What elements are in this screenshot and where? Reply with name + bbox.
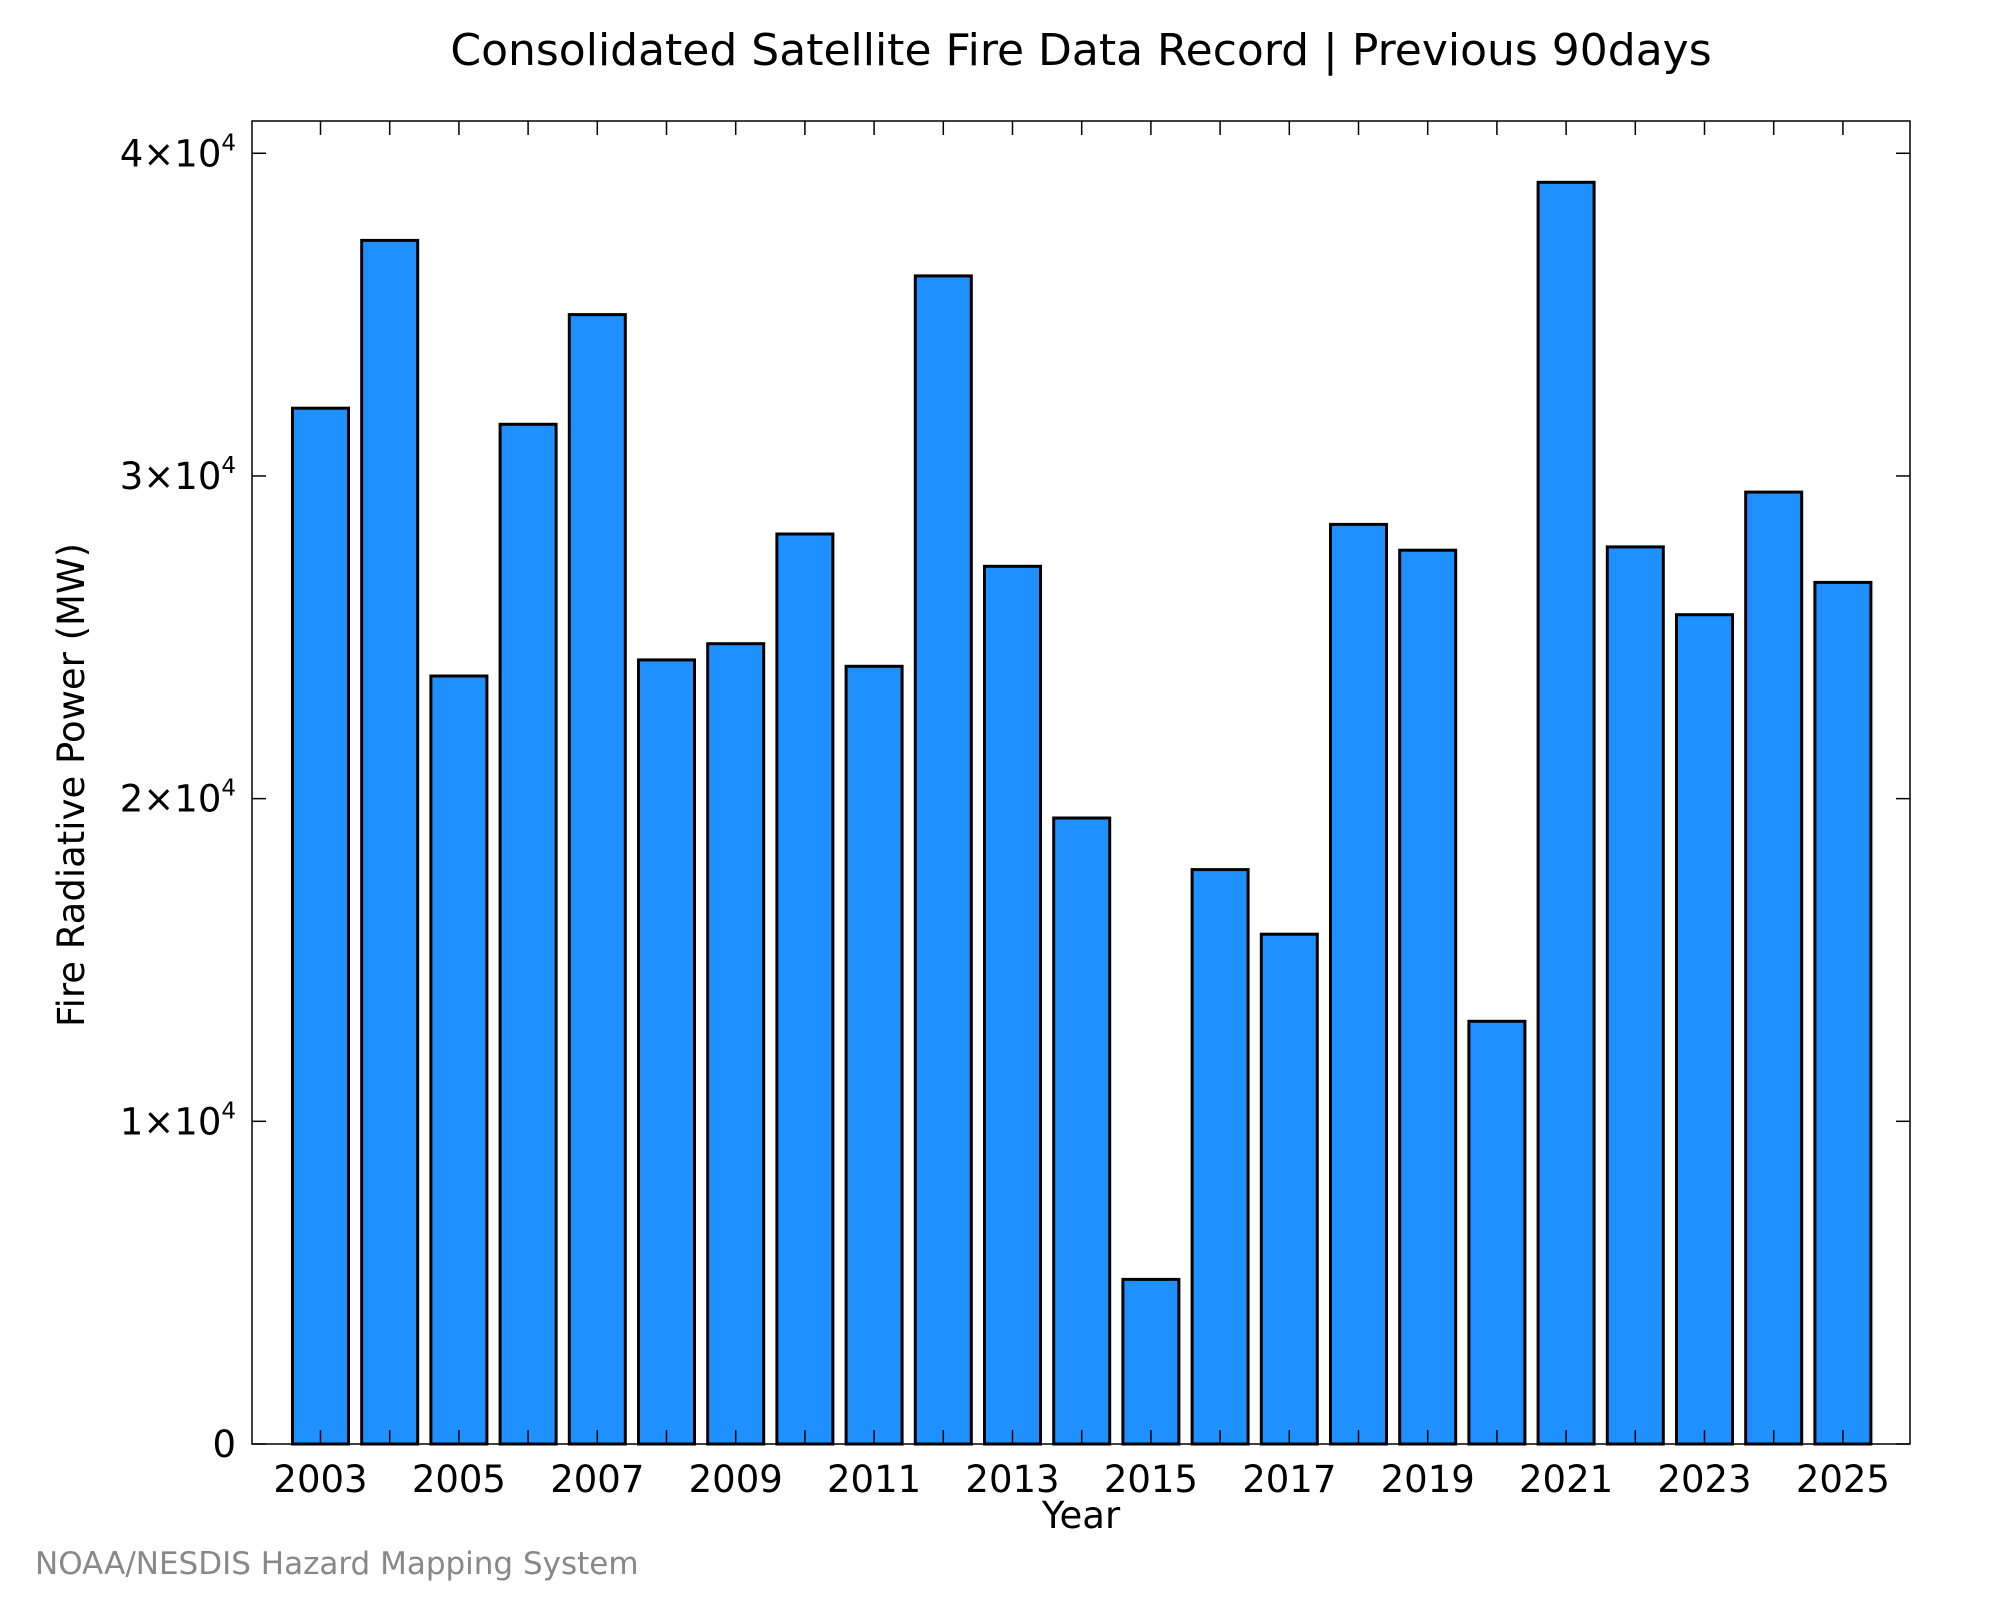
bars-group [291,180,1873,1446]
x-tick-label-2021: 2021 [1519,1458,1613,1501]
x-tick-label-2007: 2007 [550,1458,644,1501]
x-tick-label-2019: 2019 [1381,1458,1475,1501]
bar-2025 [1813,580,1873,1446]
y-tick-label-40000: 4×104 [120,130,236,175]
y-tick-label-30000: 3×104 [120,453,236,498]
y-tick-label-20000: 2×104 [120,776,236,821]
x-tick-labels: 2003 2005 2007 2009 2011 2013 2015 2017 2019 2021… [273,1458,1890,1501]
bar-2015 [1121,1277,1181,1446]
y-tick-label-0: 0 [212,1423,236,1466]
x-tick-label-2013: 2013 [965,1458,1059,1501]
y-tick-labels: 0 1×104 2×104 3×104 4×104 [120,130,236,1466]
bar-2016 [1190,868,1250,1446]
x-tick-label-2017: 2017 [1242,1458,1336,1501]
y-axis-label: Fire Radiative Power (MW) [50,543,93,1027]
ticks-group [252,121,1910,1445]
bar-2011 [844,664,904,1446]
bar-2024 [1744,490,1804,1446]
x-tick-label-2005: 2005 [412,1458,506,1501]
x-axis-label: Year [1041,1494,1121,1537]
bar-2003 [291,406,350,1446]
bar-2023 [1675,613,1734,1446]
bar-2018 [1329,522,1388,1446]
x-tick-label-2011: 2011 [827,1458,921,1501]
bar-2017 [1259,932,1319,1446]
credit-text: NOAA/NESDIS Hazard Mapping System [35,1546,639,1582]
bar-2021 [1536,180,1596,1446]
chart-title: Consolidated Satellite Fire Data Record … [450,25,1711,76]
x-tick-label-2023: 2023 [1657,1458,1751,1501]
bar-2022 [1605,545,1665,1446]
x-tick-label-2025: 2025 [1796,1458,1890,1501]
bar-2013 [983,564,1042,1446]
bar-2020 [1467,1019,1527,1446]
bar-2010 [775,532,835,1446]
x-tick-label-2003: 2003 [273,1458,367,1501]
bar-2008 [637,658,696,1446]
x-tick-label-2015: 2015 [1104,1458,1198,1501]
bar-2014 [1052,816,1112,1446]
bar-2019 [1398,548,1458,1446]
bar-2004 [360,238,420,1446]
bar-2007 [567,313,627,1446]
plot-frame [251,120,1911,1445]
bar-2009 [706,642,766,1446]
x-tick-label-2009: 2009 [689,1458,783,1501]
bar-2006 [498,422,558,1446]
y-tick-label-10000: 1×104 [120,1098,236,1143]
bar-2012 [913,274,973,1446]
bar-2005 [429,674,489,1446]
